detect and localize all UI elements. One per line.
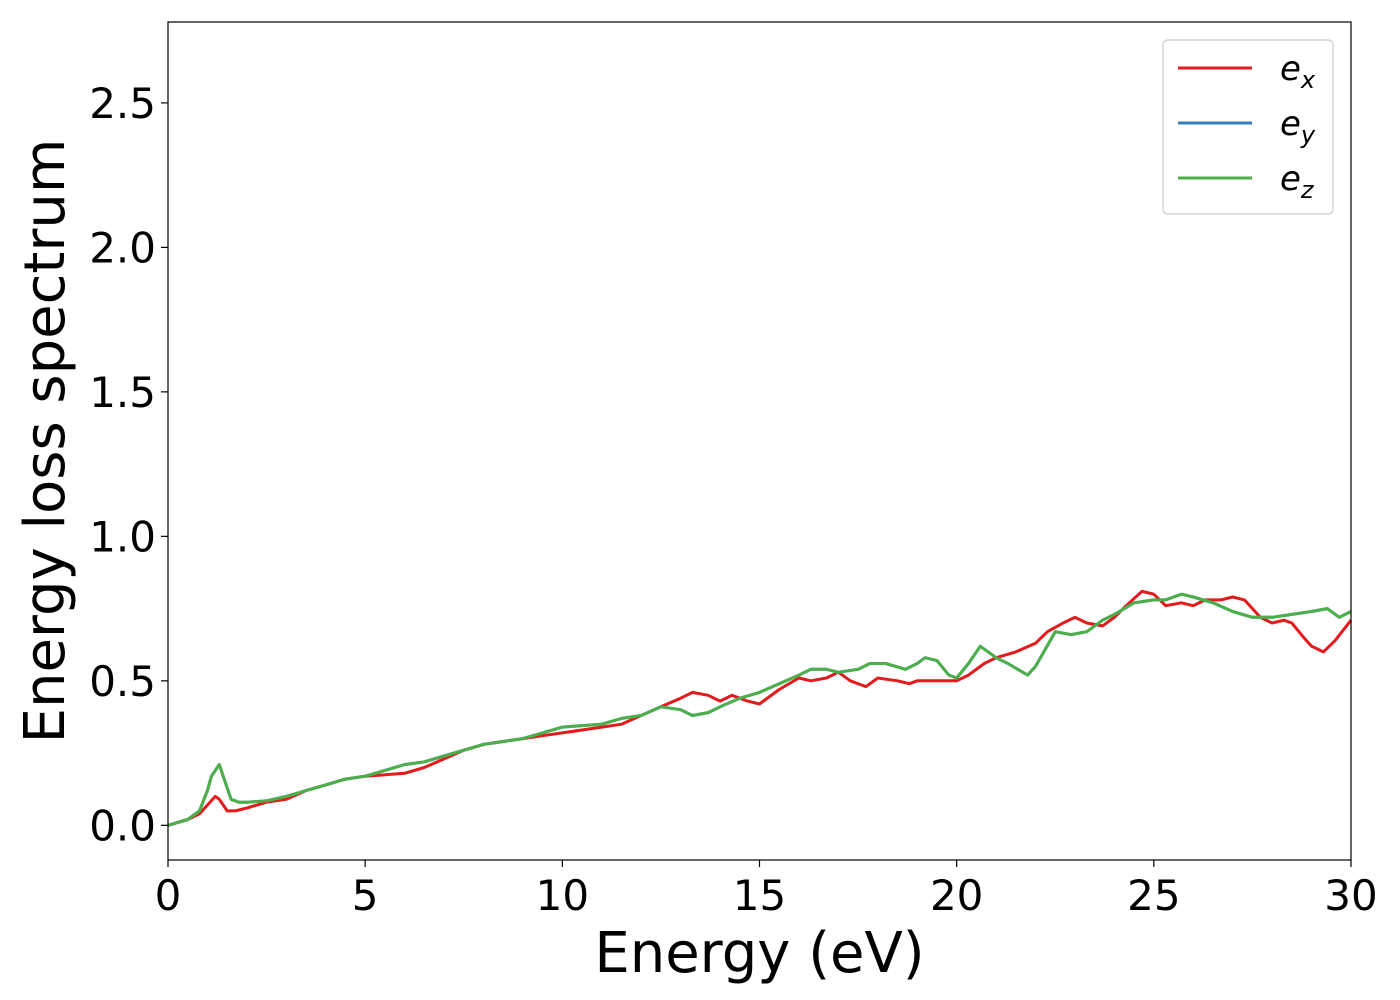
series-line-y — [167, 592, 1352, 827]
legend-label-y: ey — [1280, 104, 1316, 149]
legend: ex ey ez — [1162, 39, 1334, 215]
y-tick-label: 1.0 — [89, 512, 156, 561]
y-tick-label: 2.5 — [89, 79, 156, 128]
legend-box — [1162, 39, 1334, 215]
legend-label-x: ex — [1280, 49, 1316, 94]
x-axis-ticks: 0 5 10 15 20 25 30 — [155, 860, 1378, 920]
y-axis-ticks: 0.0 0.5 1.0 1.5 2.0 2.5 — [89, 79, 168, 850]
series-line-z — [167, 592, 1352, 827]
series-layer — [167, 589, 1353, 827]
legend-label-z: ez — [1280, 159, 1315, 204]
y-tick-label: 1.5 — [89, 368, 156, 417]
y-tick-label: 2.0 — [89, 223, 156, 272]
x-tick-label: 0 — [155, 871, 182, 920]
x-tick-label: 20 — [930, 871, 983, 920]
x-tick-label: 15 — [733, 871, 786, 920]
x-tick-label: 30 — [1324, 871, 1377, 920]
y-tick-label: 0.0 — [89, 801, 156, 850]
series-line-x — [167, 589, 1353, 827]
x-tick-label: 25 — [1127, 871, 1180, 920]
x-tick-label: 5 — [352, 871, 379, 920]
x-axis-label: Energy (eV) — [594, 921, 924, 986]
y-tick-label: 0.5 — [89, 657, 156, 706]
y-axis-label: Energy loss spectrum — [13, 139, 78, 744]
x-tick-label: 10 — [536, 871, 589, 920]
